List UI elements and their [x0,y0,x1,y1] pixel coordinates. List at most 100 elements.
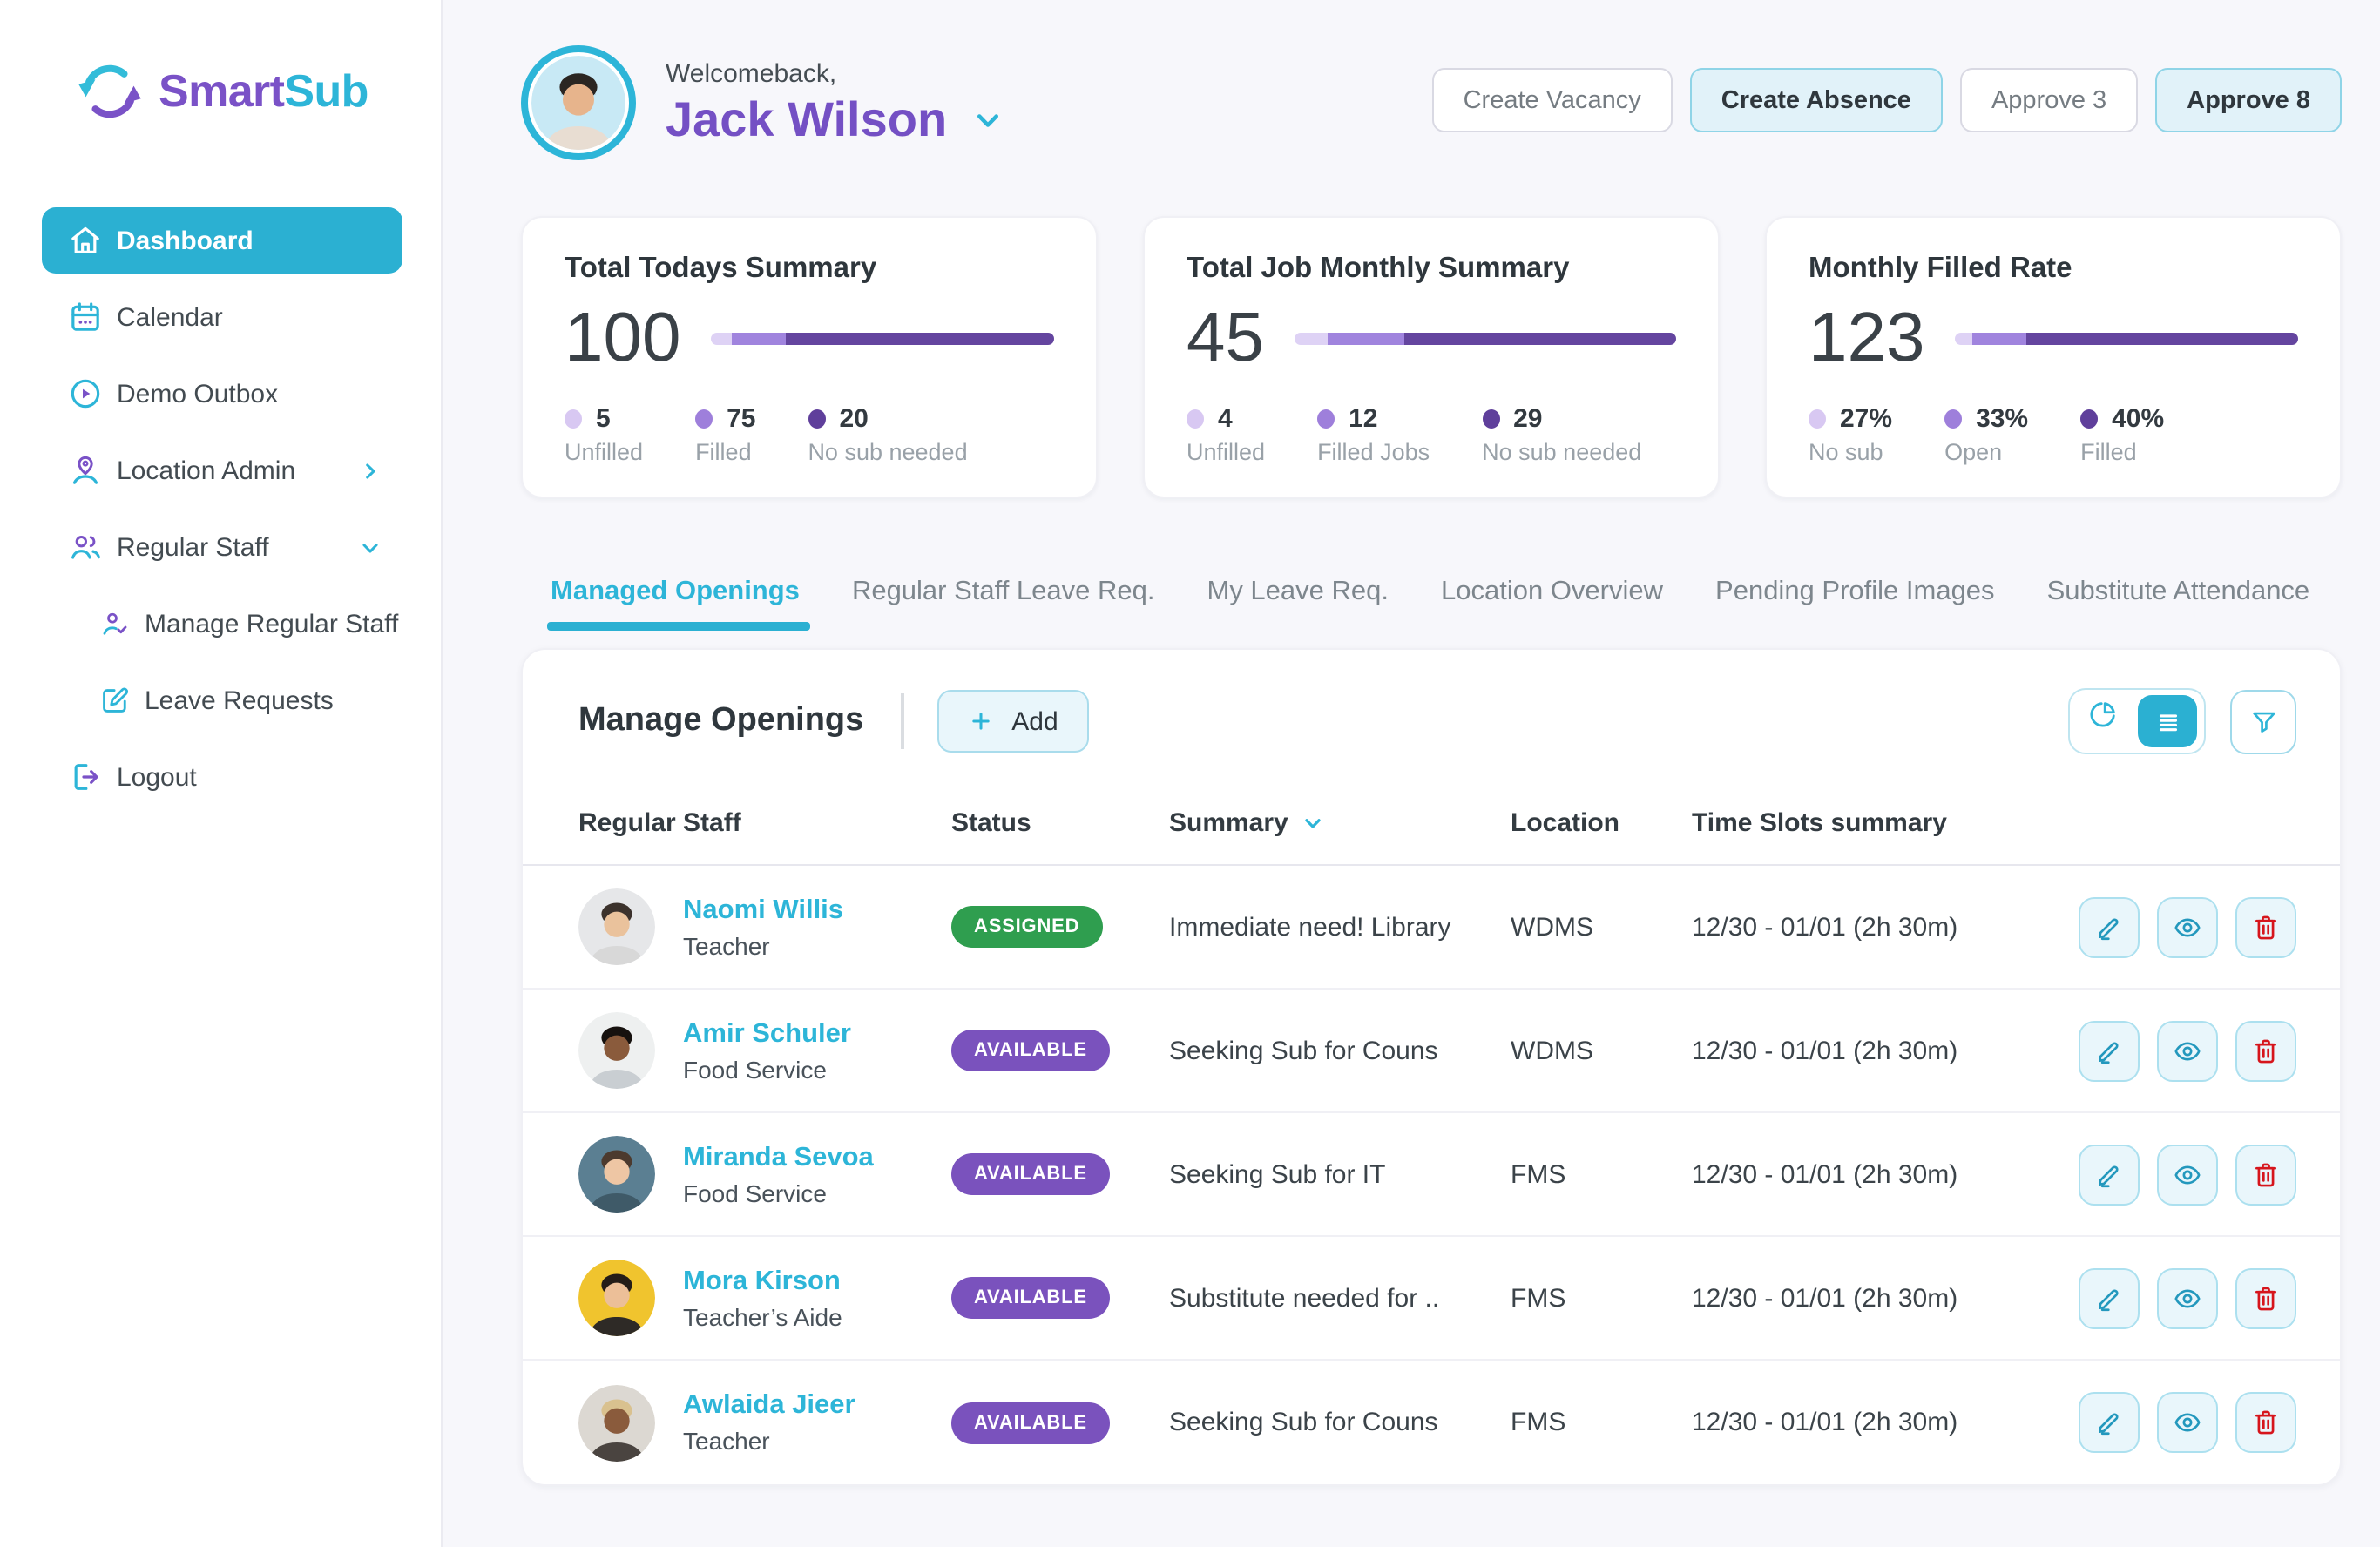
legend-dot-icon [1809,409,1826,429]
sidebar-item-label: Location Admin [117,456,296,485]
legend-dot-icon [808,409,826,429]
legend-item: 5 Unfilled [565,404,643,465]
list-icon [2153,706,2182,736]
cell-actions [1998,1392,2296,1453]
view-button[interactable] [2157,896,2218,957]
cell-time-slots: 12/30 - 01/01 (2h 30m) [1692,912,1958,942]
home-icon [68,223,103,258]
cell-status: AVAILABLE [951,1277,1169,1319]
user-avatar [521,45,636,160]
tab-regular-staff-leave-req[interactable]: Regular Staff Leave Req. [851,577,1155,606]
legend-label: Filled [695,439,752,465]
tab-location-overview[interactable]: Location Overview [1441,577,1664,606]
status-badge: AVAILABLE [951,1277,1110,1319]
topbar: Welcomeback, Jack Wilson Create Vacancy C… [443,0,2380,160]
approve-8-button[interactable]: Approve 8 [2155,68,2342,132]
cell-actions [1998,896,2296,957]
legend-dot-icon [695,409,713,429]
sidebar-item-regular-staff[interactable]: Regular Staff [42,514,402,580]
staff-role: Teacher [683,1427,770,1455]
sidebar-item-demo-outbox[interactable]: Demo Outbox [42,361,402,427]
view-button[interactable] [2157,1144,2218,1205]
add-button-label: Add [1011,706,1058,736]
card-title: Total Job Monthly Summary [1187,253,1570,284]
col-header-summary-sort[interactable]: Summary [1169,808,1511,838]
table-row: Miranda Sevoa Food Service AVAILABLE Seekin… [523,1113,2340,1237]
pin-user-icon [68,453,103,488]
staff-name-link[interactable]: Naomi Willis [683,895,844,924]
table-header-row: Regular Staff Status Summary Location Ti… [523,782,2340,866]
card-value: 100 [565,300,681,376]
main-content: Welcomeback, Jack Wilson Create Vacancy C… [443,0,2380,1547]
col-header-location: Location [1511,808,1619,838]
tab-my-leave-req[interactable]: My Leave Req. [1207,577,1389,606]
chart-view-button[interactable] [2077,697,2129,746]
calendar-icon [68,300,103,334]
list-view-button[interactable] [2138,695,2197,747]
edit-button[interactable] [2079,1392,2140,1453]
delete-button[interactable] [2235,1020,2296,1081]
legend-value: 29 [1513,404,1543,434]
table-row: Naomi Willis Teacher ASSIGNED Immediate nee… [523,866,2340,990]
sidebar-item-label: Dashboard [117,226,254,255]
approve-3-button[interactable]: Approve 3 [1959,68,2139,132]
sidebar-item-location-admin[interactable]: Location Admin [42,437,402,503]
cell-time-slots: 12/30 - 01/01 (2h 30m) [1692,1036,1958,1065]
cell-location: FMS [1511,1159,1566,1189]
chevron-down-icon [359,536,382,558]
add-opening-button[interactable]: Add [936,690,1090,753]
delete-button[interactable] [2235,1392,2296,1453]
sidebar-item-logout[interactable]: Logout [42,744,402,810]
legend-value: 40% [2112,404,2165,434]
tab-managed-openings[interactable]: Managed Openings [547,577,810,631]
cell-summary: Immediate need! Library [1169,912,1451,942]
tab-pending-profile-images[interactable]: Pending Profile Images [1715,577,1995,606]
filter-button[interactable] [2230,689,2296,753]
pencil-edit-icon [2094,1159,2124,1189]
staff-role: Teacher [683,931,770,959]
sidebar-item-manage-regular-staff[interactable]: Manage Regular Staff [87,591,402,657]
summary-card-monthly-filled-rate: Monthly Filled Rate 123 27% No sub 33% Open 40… [1765,216,2342,498]
sidebar-item-leave-requests[interactable]: Leave Requests [87,667,402,733]
legend-item: 27% No sub [1809,404,1892,465]
create-absence-button[interactable]: Create Absence [1689,68,1943,132]
staff-name-link[interactable]: Mora Kirson [683,1266,841,1295]
edit-button[interactable] [2079,1144,2140,1205]
delete-button[interactable] [2235,896,2296,957]
edit-button[interactable] [2079,896,2140,957]
legend-label: Filled [2080,439,2137,465]
pie-chart-icon [2087,699,2119,744]
plus-icon [968,709,992,733]
legend-item: 12 Filled Jobs [1317,404,1430,465]
trash-delete-icon [2251,1036,2281,1065]
staff-name-link[interactable]: Amir Schuler [683,1018,851,1048]
staff-name-link[interactable]: Miranda Sevoa [683,1142,874,1172]
user-menu-chevron-down-icon[interactable] [971,104,1003,135]
pencil-edit-icon [2094,1408,2124,1437]
tab-substitute-attendance[interactable]: Substitute Attendance [2046,577,2310,606]
view-button[interactable] [2157,1392,2218,1453]
card-legend: 5 Unfilled 75 Filled 20 No sub needed [565,404,1054,465]
col-header-status: Status [951,808,1031,838]
delete-button[interactable] [2235,1267,2296,1328]
view-button[interactable] [2157,1020,2218,1081]
sidebar-item-dashboard[interactable]: Dashboard [42,207,402,274]
legend-dot-icon [1482,409,1500,429]
create-vacancy-button[interactable]: Create Vacancy [1431,68,1673,132]
staff-avatar [578,1384,655,1461]
delete-button[interactable] [2235,1144,2296,1205]
trash-delete-icon [2251,1159,2281,1189]
staff-name-link[interactable]: Awlaida Jieer [683,1390,855,1420]
staff-role: Food Service [683,1055,827,1083]
cell-time-slots: 12/30 - 01/01 (2h 30m) [1692,1408,1958,1437]
edit-button[interactable] [2079,1267,2140,1328]
status-badge: ASSIGNED [951,906,1103,948]
cell-regular-staff: Naomi Willis Teacher [578,888,951,965]
cell-regular-staff: Mora Kirson Teacher’s Aide [578,1260,951,1336]
view-button[interactable] [2157,1267,2218,1328]
logout-icon [68,760,103,794]
sidebar-item-calendar[interactable]: Calendar [42,284,402,350]
edit-button[interactable] [2079,1020,2140,1081]
sidebar-item-label: Logout [117,762,197,792]
